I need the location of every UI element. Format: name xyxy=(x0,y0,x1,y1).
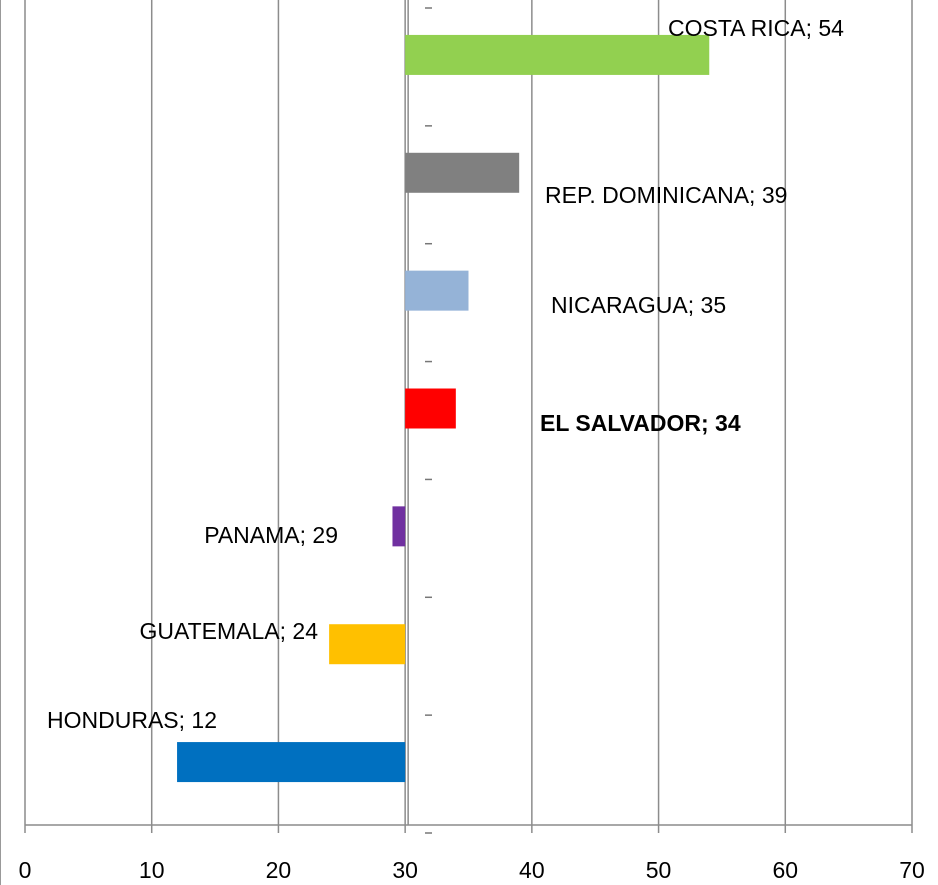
data-label: EL SALVADOR; 34 xyxy=(540,410,741,436)
data-label: REP. DOMINICANA; 39 xyxy=(545,182,787,208)
x-tick-label: 40 xyxy=(519,857,545,883)
x-tick-label: 20 xyxy=(266,857,292,883)
bar xyxy=(405,152,520,193)
bar xyxy=(405,388,456,429)
bar xyxy=(392,506,406,547)
data-label: GUATEMALA; 24 xyxy=(139,618,318,644)
data-label: COSTA RICA; 54 xyxy=(668,15,844,41)
bar xyxy=(405,270,469,311)
x-tick-label: 0 xyxy=(19,857,32,883)
bar xyxy=(329,624,406,665)
data-label: HONDURAS; 12 xyxy=(47,707,217,733)
x-tick-label: 50 xyxy=(646,857,672,883)
data-label: PANAMA; 29 xyxy=(204,522,338,548)
bar xyxy=(405,34,710,75)
x-tick-label: 10 xyxy=(139,857,165,883)
x-tick-label: 60 xyxy=(772,857,798,883)
data-label: NICARAGUA; 35 xyxy=(551,292,726,318)
x-tick-label: 30 xyxy=(392,857,418,883)
x-tick-label: 70 xyxy=(899,857,925,883)
bar xyxy=(177,742,406,783)
